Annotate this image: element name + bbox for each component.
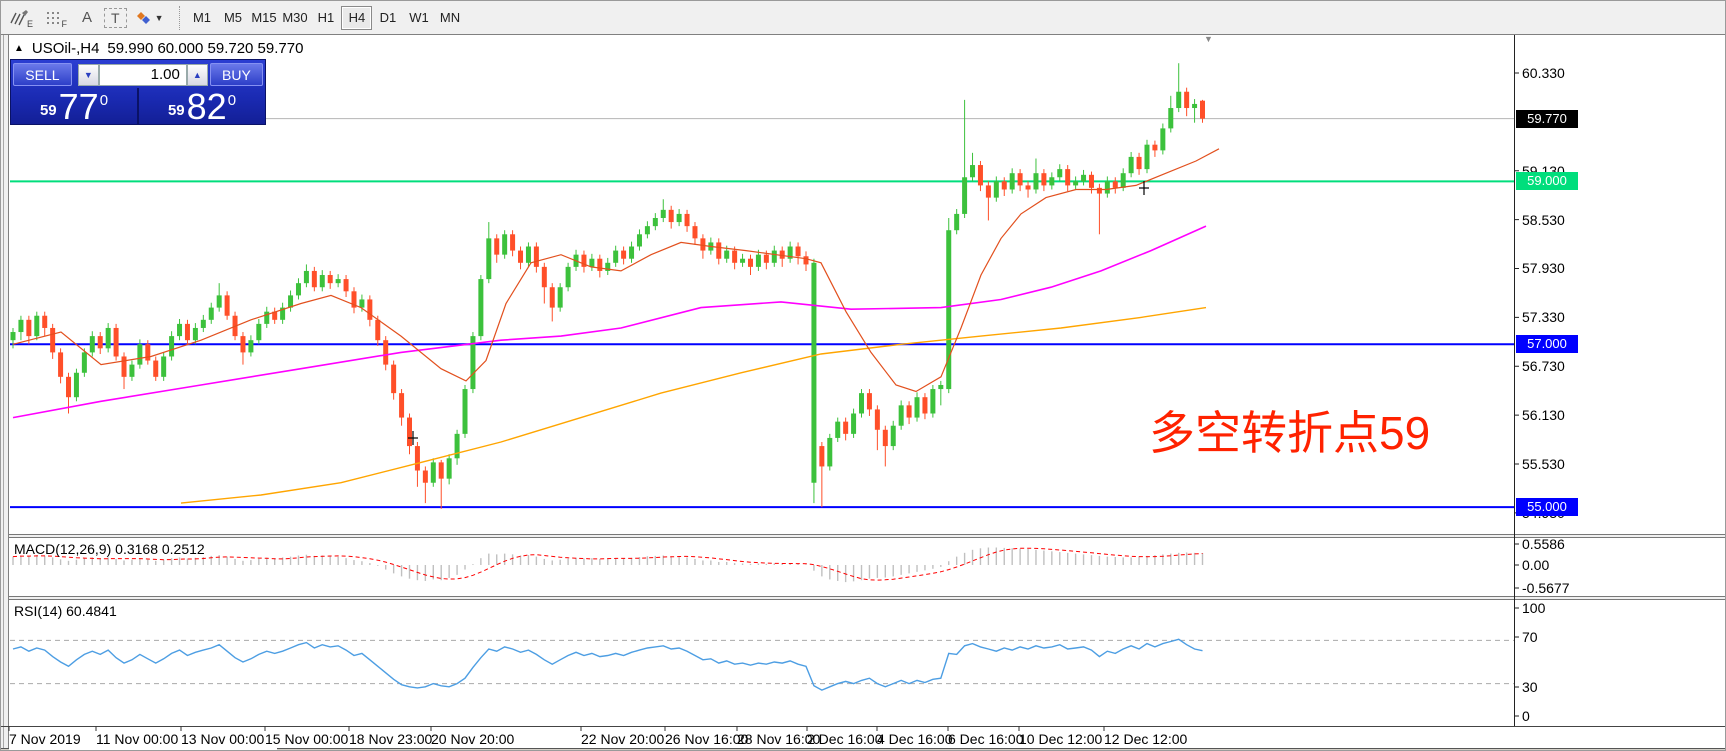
window-left-edge <box>1 35 9 748</box>
toolbar: E F A T ▼ M1 M5 M15 M30 H1 H4 D1 W1 MN <box>1 1 1725 35</box>
price-axis-line <box>1514 35 1515 726</box>
sell-price[interactable]: 59 77 0 <box>39 86 109 127</box>
volume-decrease-button[interactable]: ▼ <box>77 63 99 86</box>
timeframe-button-w1[interactable]: W1 <box>409 10 429 25</box>
timeframe-button-h1[interactable]: H1 <box>317 10 335 25</box>
timeframe-button-d1[interactable]: D1 <box>379 10 397 25</box>
time-axis-border <box>1 726 1725 727</box>
macd-indicator-label: MACD(12,26,9) 0.3168 0.2512 <box>14 541 205 557</box>
volume-increase-button[interactable]: ▲ <box>186 63 208 86</box>
timeframe-button-m5[interactable]: M5 <box>223 10 243 25</box>
timeframe-button-h4[interactable]: H4 <box>341 5 373 30</box>
volume-input[interactable] <box>98 63 187 86</box>
symbol-label: USOil-,H4 <box>31 40 100 57</box>
text-box-icon[interactable]: T <box>104 7 127 28</box>
grid-icon[interactable]: F <box>38 5 70 31</box>
ohlc-readout: 59.990 60.000 59.720 59.770 <box>107 40 304 57</box>
buy-button[interactable]: BUY <box>209 63 263 86</box>
price-divider <box>137 88 139 125</box>
timeframe-button-m1[interactable]: M1 <box>192 10 212 25</box>
objects-icon[interactable]: ▼ <box>129 5 171 31</box>
buy-price[interactable]: 59 82 0 <box>167 86 237 127</box>
collapse-triangle-icon[interactable]: ▲ <box>14 43 24 54</box>
chart-title: ▲ USOil-,H4 59.990 60.000 59.720 59.770 <box>14 40 303 57</box>
dropdown-caret-icon: ▼ <box>154 12 164 23</box>
indicators-icon[interactable]: E <box>2 5 36 31</box>
timeframe-button-m30[interactable]: M30 <box>282 10 308 25</box>
panel-splitter-rsi[interactable] <box>9 596 1725 600</box>
timeframe-group: M1 M5 M15 M30 H1 H4 D1 W1 MN <box>186 5 465 30</box>
horizontal-scrollbar[interactable] <box>1 748 1725 750</box>
volume-stepper: ▼ ▲ <box>77 63 208 86</box>
rsi-indicator-label: RSI(14) 60.4841 <box>14 603 117 619</box>
chart-annotation-text: 多空转折点59 <box>1149 407 1431 459</box>
chart-shift-marker-icon[interactable]: ▼ <box>1204 34 1213 44</box>
timeframe-button-m15[interactable]: M15 <box>251 10 277 25</box>
panel-splitter-macd[interactable] <box>9 534 1725 538</box>
sell-button[interactable]: SELL <box>13 63 72 86</box>
scrollbar-thumb[interactable] <box>9 748 277 750</box>
timeframe-button-mn[interactable]: MN <box>439 10 461 25</box>
toolbar-separator <box>179 5 181 30</box>
one-click-trading-panel: SELL ▼ ▲ BUY 59 77 0 59 82 0 <box>10 59 266 125</box>
text-label-icon[interactable]: A <box>81 9 92 26</box>
